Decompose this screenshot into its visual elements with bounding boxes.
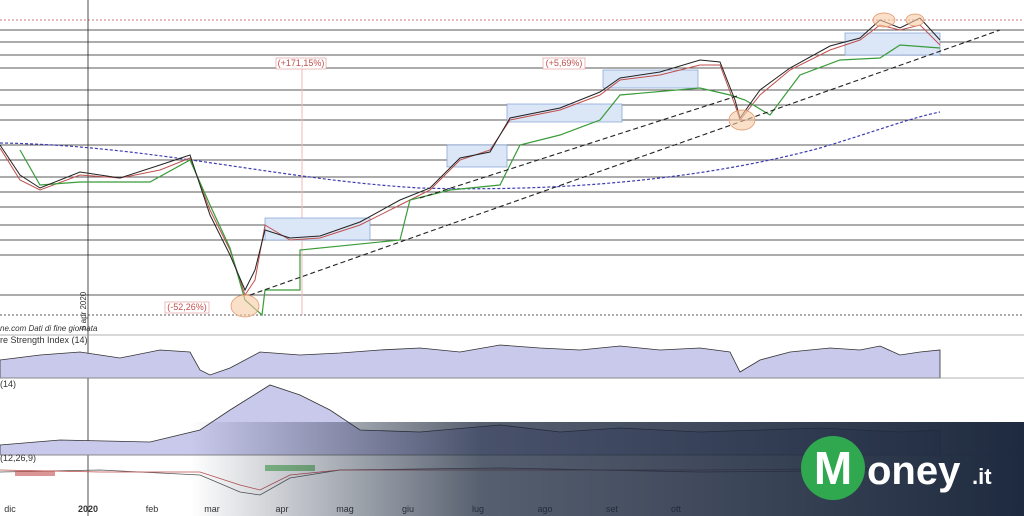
rsi-area: [0, 344, 941, 379]
x-tick-label: dic: [4, 504, 16, 514]
x-tick-label: feb: [146, 504, 159, 514]
watermark-band: [190, 422, 1024, 516]
logo-text: oney: [867, 449, 961, 493]
trend-line: [419, 94, 741, 199]
moving-average: [0, 111, 941, 190]
annotation: (+171,15%): [278, 58, 325, 68]
date-label: 6 apr 2020: [79, 291, 88, 330]
logo-initial: M: [814, 442, 852, 494]
x-tick-label: 2020: [78, 504, 98, 514]
annotation-box: [164, 301, 210, 314]
price: [0, 17, 941, 292]
logo-suffix: .it: [972, 464, 992, 489]
annotation-box: [275, 57, 327, 70]
range-boxes: [264, 32, 941, 241]
annotation-box: [542, 57, 586, 70]
annotation: (+5,69%): [546, 58, 583, 68]
rsi-panel: re Strength Index (14): [0, 335, 941, 379]
panel-title: (14): [0, 379, 16, 389]
trend-line: [249, 29, 1001, 296]
horizontal-levels: [0, 29, 1024, 296]
source-note: ne.com Dati di fine giornata: [0, 324, 98, 333]
panel-title: (12,26,9): [0, 453, 36, 463]
support-step: [19, 44, 941, 317]
logo: M oney .it: [801, 436, 992, 500]
annotation: (-52,26%): [167, 302, 207, 312]
logo-circle: [801, 436, 865, 500]
panel-title: re Strength Index (14): [0, 335, 88, 345]
highlights: [230, 12, 925, 318]
